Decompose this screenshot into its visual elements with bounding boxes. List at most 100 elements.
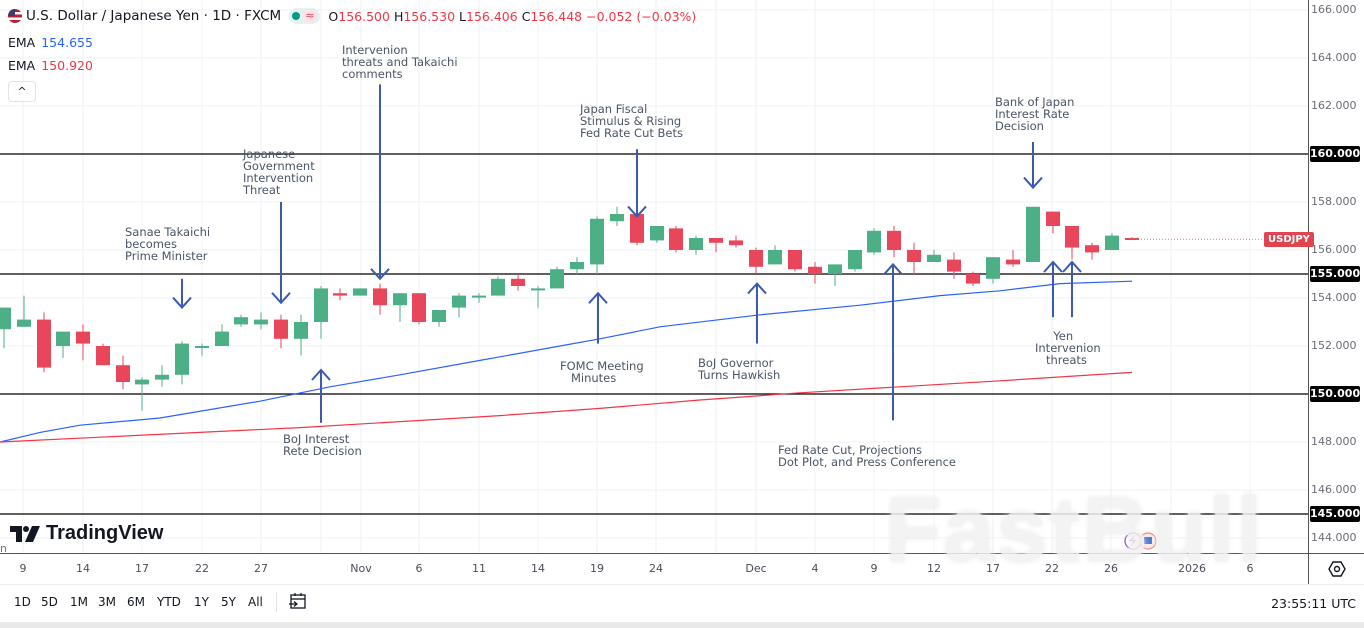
utc-clock[interactable]: 23:55:11 UTC bbox=[1271, 596, 1356, 611]
candle bbox=[1046, 211, 1060, 234]
annotation-label: FOMC Meeting Minutes bbox=[560, 359, 644, 385]
candle bbox=[96, 343, 110, 366]
candle bbox=[590, 216, 604, 274]
candle bbox=[907, 242, 921, 274]
symbol-legend: U.S. Dollar / Japanese Yen · 1D · FXCM ≈… bbox=[8, 8, 696, 24]
range-button-5d[interactable]: 5D bbox=[41, 595, 58, 609]
status-pill[interactable]: ≈ bbox=[289, 8, 321, 24]
candle bbox=[412, 293, 426, 325]
range-button-all[interactable]: All bbox=[248, 595, 263, 609]
candle bbox=[37, 312, 51, 373]
ema-indicator-fast[interactable]: EMA 154.655 bbox=[8, 35, 93, 50]
candle bbox=[729, 235, 743, 248]
change-value: −0.052 (−0.03%) bbox=[586, 8, 697, 24]
candle bbox=[1065, 226, 1079, 260]
candle bbox=[353, 288, 367, 296]
range-button-1d[interactable]: 1D bbox=[14, 595, 31, 609]
candle bbox=[828, 264, 842, 286]
time-axis-label: 6 bbox=[1246, 562, 1254, 575]
time-axis-label: 27 bbox=[254, 562, 268, 575]
annotation-arrow-icon bbox=[172, 278, 192, 310]
candle bbox=[17, 295, 31, 327]
candle bbox=[768, 245, 782, 265]
candle bbox=[808, 262, 822, 284]
annotation-label: BoJ Interest Rete Decision bbox=[283, 432, 362, 458]
candle bbox=[1006, 250, 1020, 267]
candle bbox=[175, 341, 189, 385]
candle bbox=[669, 226, 683, 253]
annotation-label: Japan Fiscal Stimulus & Rising Fed Rate … bbox=[580, 102, 683, 140]
candle bbox=[274, 314, 288, 349]
candle bbox=[195, 343, 209, 356]
candle bbox=[689, 235, 703, 255]
candle bbox=[1026, 206, 1040, 262]
time-axis-label: 11 bbox=[472, 562, 486, 575]
annotation-label: Japanese Government Intervention Threat bbox=[243, 147, 315, 197]
annotation-label: BoJ Governor Turns Hawkish bbox=[698, 356, 781, 382]
collapse-legend-button[interactable]: ^ bbox=[8, 81, 36, 102]
candle bbox=[1085, 242, 1099, 260]
range-button-1m[interactable]: 1M bbox=[70, 595, 88, 609]
time-axis-label: 14 bbox=[76, 562, 90, 575]
range-button-3m[interactable]: 3M bbox=[98, 595, 116, 609]
annotation-label: Intervenion threats and Takaichi comment… bbox=[342, 43, 458, 81]
annotation-label: Yen Intervenion threats bbox=[1035, 329, 1101, 367]
price-axis-label: 166.000 bbox=[1311, 3, 1357, 16]
time-axis-label: 19 bbox=[590, 562, 604, 575]
market-open-dot-icon bbox=[292, 12, 301, 20]
price-axis-label: 152.000 bbox=[1311, 339, 1357, 352]
candle bbox=[234, 314, 248, 327]
candle bbox=[432, 310, 446, 327]
range-button-1y[interactable]: 1Y bbox=[194, 595, 209, 609]
candle bbox=[1125, 237, 1139, 241]
fastbull-badge-icon bbox=[1124, 532, 1157, 550]
price-axis-label: 162.000 bbox=[1311, 99, 1357, 112]
candle bbox=[56, 331, 70, 358]
price-axis-label: 158.000 bbox=[1311, 195, 1357, 208]
price-axis-label: 156.000 bbox=[1311, 243, 1357, 256]
goto-date-calendar-icon[interactable] bbox=[288, 591, 308, 611]
range-button-6m[interactable]: 6M bbox=[127, 595, 145, 609]
annotation-arrow-icon bbox=[311, 368, 331, 423]
annotation-arrow-icon bbox=[883, 262, 903, 421]
annotation-arrow-icon bbox=[1023, 142, 1043, 190]
settings-gear-icon[interactable] bbox=[1328, 560, 1346, 578]
candle bbox=[986, 257, 1000, 284]
toolbar-divider bbox=[276, 592, 277, 612]
range-button-ytd[interactable]: YTD bbox=[157, 595, 181, 609]
delayed-data-icon: ≈ bbox=[302, 9, 318, 23]
candle bbox=[867, 228, 881, 255]
candle bbox=[76, 324, 90, 361]
candle bbox=[966, 271, 980, 286]
annotation-arrow-icon bbox=[627, 149, 647, 218]
candle bbox=[491, 276, 505, 296]
candle bbox=[511, 274, 525, 291]
annotation-arrow-icon bbox=[588, 291, 608, 344]
time-axis-label: 9 bbox=[19, 562, 27, 575]
candle bbox=[947, 252, 961, 279]
candle bbox=[927, 250, 941, 262]
time-axis-label: 22 bbox=[195, 562, 209, 575]
candle bbox=[650, 226, 664, 243]
ema-indicator-slow[interactable]: EMA 150.920 bbox=[8, 58, 93, 73]
candle bbox=[531, 286, 545, 308]
tradingview-logo[interactable]: TradingView bbox=[10, 522, 163, 545]
time-axis-label: 2026 bbox=[1178, 562, 1206, 575]
price-axis-label: 164.000 bbox=[1311, 51, 1357, 64]
symbol-price-tag: USDJPY bbox=[1264, 232, 1314, 247]
candle bbox=[373, 283, 387, 315]
range-button-5y[interactable]: 5Y bbox=[221, 595, 236, 609]
candle bbox=[215, 324, 229, 346]
candle bbox=[393, 293, 407, 322]
candle bbox=[116, 355, 130, 390]
candle bbox=[254, 312, 268, 330]
ema-line bbox=[0, 280, 1133, 443]
time-axis-label: 6 bbox=[415, 562, 423, 575]
candle bbox=[155, 365, 169, 387]
ema-slow-value: 150.920 bbox=[41, 58, 93, 73]
candle bbox=[294, 314, 308, 356]
symbol-title[interactable]: U.S. Dollar / Japanese Yen · 1D · FXCM bbox=[26, 8, 282, 24]
candle bbox=[610, 206, 624, 226]
time-axis-label: 9 bbox=[870, 562, 878, 575]
